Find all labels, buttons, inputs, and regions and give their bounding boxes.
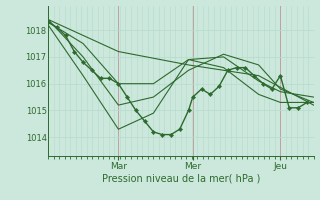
X-axis label: Pression niveau de la mer( hPa ): Pression niveau de la mer( hPa ) — [102, 173, 260, 183]
